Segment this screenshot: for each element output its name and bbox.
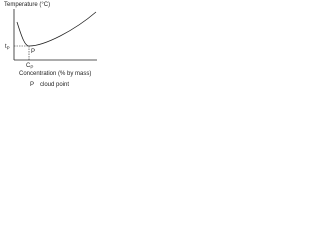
legend-text: cloud point (40, 82, 69, 88)
page: {"axes": {"y_label": "Temperature (°C)",… (0, 0, 320, 91)
cloud-point-curve (16, 11, 97, 47)
y-mark-label: tP (5, 44, 10, 51)
x-axis-label: Concentration (% by mass) (19, 71, 91, 77)
point-label: P (31, 49, 35, 55)
y-mark-base: t (5, 44, 7, 50)
x-mark-label: CP (26, 63, 33, 70)
x-mark-base: C (26, 63, 31, 69)
legend-symbol: P (30, 82, 34, 88)
y-mark-sub: P (7, 46, 10, 51)
diagram: Temperature (°C) tP P CP Concentration (… (4, 2, 97, 88)
x-mark-sub: P (30, 65, 33, 70)
y-axis-label: Temperature (°C) (4, 2, 50, 8)
